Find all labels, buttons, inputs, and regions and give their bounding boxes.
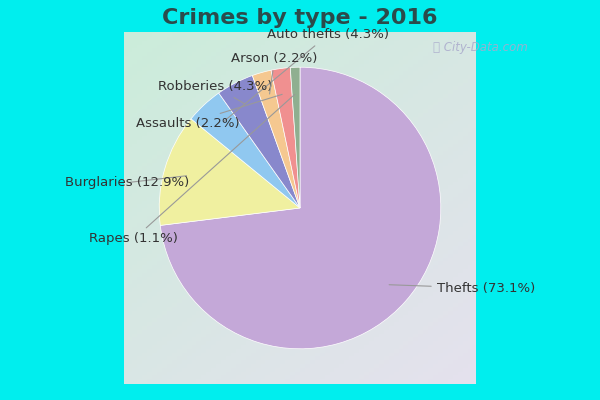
Wedge shape (160, 67, 441, 349)
Text: Assaults (2.2%): Assaults (2.2%) (136, 94, 282, 130)
Text: Rapes (1.1%): Rapes (1.1%) (89, 94, 295, 246)
Text: ⓘ City-Data.com: ⓘ City-Data.com (433, 42, 527, 54)
Text: Robberies (4.3%): Robberies (4.3%) (158, 80, 273, 104)
Text: Auto thefts (4.3%): Auto thefts (4.3%) (224, 28, 389, 121)
Text: Crimes by type - 2016: Crimes by type - 2016 (162, 8, 438, 28)
Text: Thefts (73.1%): Thefts (73.1%) (389, 282, 535, 295)
Wedge shape (219, 76, 300, 208)
Wedge shape (271, 68, 300, 208)
Wedge shape (191, 93, 300, 208)
Text: Burglaries (12.9%): Burglaries (12.9%) (65, 176, 189, 189)
Wedge shape (253, 70, 300, 208)
Wedge shape (159, 119, 300, 226)
Wedge shape (290, 67, 300, 208)
Text: Arson (2.2%): Arson (2.2%) (232, 52, 318, 94)
